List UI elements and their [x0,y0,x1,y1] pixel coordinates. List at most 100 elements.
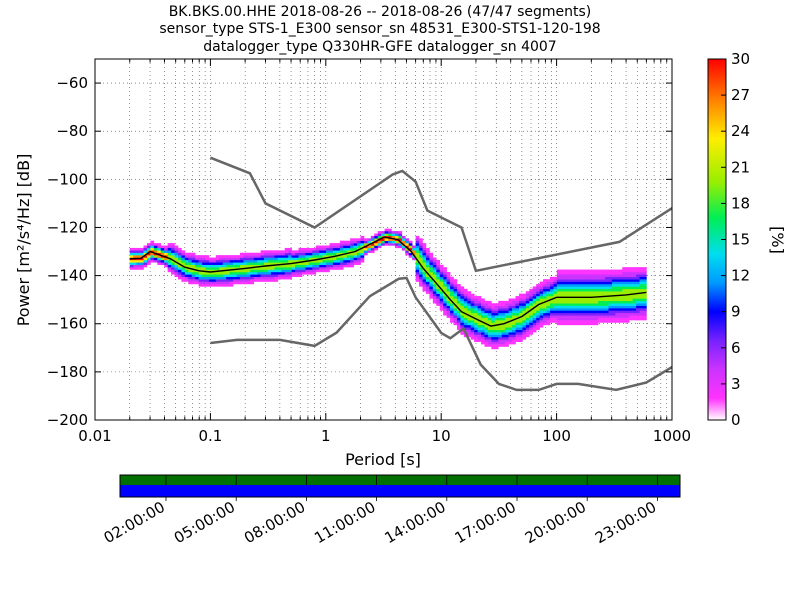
heat-cell [446,315,451,318]
heat-cell [367,245,372,249]
heat-cell [577,286,582,290]
colorbar-tick-label: 9 [731,303,741,321]
heat-cell [460,322,465,326]
heat-cell [439,281,444,285]
heat-cell [456,322,461,326]
heat-cell [567,293,571,297]
heat-cell [622,279,627,282]
heat-cell [563,298,568,302]
heat-cell [525,298,530,302]
heat-cell [543,288,547,292]
heat-cell [601,286,606,290]
heat-cell [432,284,437,287]
heat-cell [253,269,258,273]
heat-cell [205,284,210,287]
heat-cell [308,255,313,258]
heat-cell [618,310,623,314]
heat-cell [267,276,272,280]
heat-cell [642,271,647,275]
heat-cell [146,252,151,256]
heat-cell [357,243,361,246]
heat-cell [470,317,475,321]
heat-cell [549,286,554,290]
heat-cell [591,320,596,323]
heat-cell [381,231,385,234]
heat-cell [436,291,441,294]
heat-cell [615,305,620,309]
heat-cell [601,284,606,287]
heat-cell [642,267,647,270]
heat-cell [422,276,427,280]
heat-cell [394,235,399,239]
heat-cell [556,315,561,318]
heat-cell [264,279,268,282]
heat-cell [353,262,358,265]
heat-cell [202,276,206,280]
heat-cell [336,247,341,251]
heat-cell [618,296,623,299]
heat-cell [219,271,224,275]
heat-cell [219,276,224,280]
heat-cell [584,291,589,294]
heat-cell [184,255,189,258]
heat-cell [277,267,282,270]
heat-cell [522,332,527,335]
heat-cell [508,327,513,330]
heat-cell [136,252,141,256]
heat-cell [522,334,527,338]
heat-cell [591,300,596,304]
heat-cell [177,276,182,280]
heat-cell [560,276,565,280]
heat-cell [277,250,282,253]
heat-cell [615,320,620,323]
heat-cell [267,250,272,253]
heat-cell [405,240,410,244]
heat-cell [594,322,599,326]
heat-cell [611,315,616,318]
heat-cell [288,271,292,275]
heat-cell [133,255,137,258]
heat-cell [608,296,613,299]
heat-cell [143,245,148,249]
timeline-tick-label: 23:00:00 [592,498,659,547]
heat-cell [401,240,406,244]
heat-cell [443,303,447,306]
heat-cell [615,317,620,321]
heat-cell [470,327,475,330]
heat-cell [605,296,609,299]
heat-cell [353,257,358,261]
heat-cell [439,264,444,268]
heat-cell [146,245,151,249]
heat-cell [549,276,554,280]
heat-cell [605,312,609,316]
heat-cell [567,322,571,326]
heat-cell [450,291,454,294]
heat-cell [298,271,303,275]
heat-cell [377,243,382,246]
heat-cell [570,271,575,275]
heat-cell [360,255,365,258]
heat-cell [332,267,337,270]
heat-cell [202,264,206,268]
heat-cell [270,279,275,282]
heat-cell [339,264,344,268]
heat-cell [450,317,454,321]
heat-cell [184,274,189,278]
heat-cell [291,274,296,278]
heat-cell [150,255,155,258]
heat-cell [198,262,203,265]
heat-cell [563,303,568,306]
heat-cell [622,276,627,280]
heat-cell [250,279,255,282]
heat-cell [529,300,534,304]
heat-cell [529,322,534,326]
colorbar-tick-label: 3 [731,375,741,393]
heat-cell [505,312,509,316]
heat-cell [456,327,461,330]
heat-cell [518,324,523,328]
heat-cell [639,296,644,299]
heat-cell [639,288,644,292]
heat-cell [639,312,644,316]
heat-cell [591,284,596,287]
heat-cell [239,257,244,261]
